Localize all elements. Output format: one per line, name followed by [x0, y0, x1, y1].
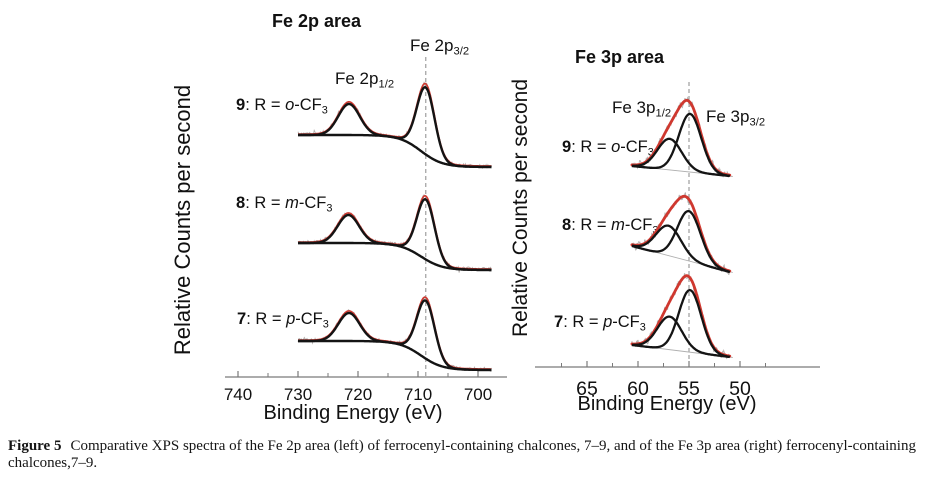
x-tick-label: 60	[627, 378, 649, 400]
x-tick-label: 65	[576, 378, 598, 400]
x-tick-label: 740	[224, 385, 252, 404]
figure-caption-text: Comparative XPS spectra of the Fe 2p are…	[8, 438, 916, 471]
spectrum-label: 9: R = o-CF3	[236, 96, 328, 117]
peak-label: Fe 3p1/2	[612, 98, 671, 120]
background-curve	[298, 339, 492, 372]
raw-data-trace	[297, 81, 492, 170]
y-axis-title: Relative Counts per second	[509, 79, 532, 337]
x-tick-label: 55	[678, 378, 700, 400]
spectrum-9: 9: R = o-CF3	[236, 81, 492, 170]
spectrum-label: 8: R = m-CF3	[562, 216, 658, 237]
component-peak-1	[631, 137, 731, 178]
x-tick-label: 710	[404, 385, 432, 404]
spectrum-9: 9: R = o-CF3	[562, 96, 733, 178]
component-peak-1	[631, 315, 731, 359]
background-curve	[298, 133, 492, 169]
component-peak-1	[631, 224, 731, 274]
background-curve	[298, 241, 492, 272]
x-tick-label: 720	[344, 385, 372, 404]
component-peak-2	[631, 112, 731, 178]
spectrum-label: 9: R = o-CF3	[562, 138, 654, 159]
peak-label: Fe 3p3/2	[706, 107, 765, 129]
x-tick-label: 700	[464, 385, 492, 404]
peak-label: Fe 2p3/2	[410, 36, 469, 58]
x-tick-label: 50	[729, 378, 751, 400]
fit-envelope-red	[298, 82, 492, 167]
xps-spectra-figure: 740 730 720 710 700 Fe 2p area Binding Energy …	[170, 11, 820, 424]
peak-label: Fe 2p1/2	[335, 69, 394, 91]
panel-title: Fe 2p area	[272, 11, 362, 31]
x-tick-label: 730	[284, 385, 312, 404]
x-axis: 65 60 55 50	[535, 361, 820, 400]
figure-caption-label: Figure 5	[8, 438, 62, 454]
spectrum-label: 7: R = p-CF3	[554, 313, 646, 334]
raw-data-trace	[297, 296, 492, 372]
fit-envelope-red	[630, 274, 732, 358]
spectrum-7: 7: R = p-CF3	[237, 296, 492, 372]
component-peak-2	[631, 209, 731, 273]
spectrum-label: 8: R = m-CF3	[236, 194, 332, 215]
x-axis: 740 730 720 710 700	[224, 371, 507, 404]
x-axis-title: Binding Energy (eV)	[578, 393, 757, 415]
figure-caption: Figure 5 Comparative XPS spectra of the F…	[8, 438, 940, 471]
x-axis-title: Binding Energy (eV)	[264, 402, 443, 424]
fe3p-panel: 65 60 55 50 Fe 3p area Binding Energy (eV) Rel…	[509, 47, 820, 415]
raw-data-trace	[631, 272, 731, 360]
fit-envelope-red	[298, 296, 492, 370]
fit-envelope-black	[297, 299, 492, 372]
component-peak-2	[631, 288, 731, 359]
panel-title: Fe 3p area	[575, 47, 665, 67]
fe2p-panel: 740 730 720 710 700 Fe 2p area Binding Energy …	[170, 11, 507, 424]
spectrum-7: 7: R = p-CF3	[554, 272, 733, 360]
spectrum-8: 8: R = m-CF3	[562, 192, 733, 276]
spectrum-8: 8: R = m-CF3	[236, 194, 492, 273]
y-axis-title: Relative Counts per second	[170, 85, 195, 355]
fit-envelope-black	[297, 86, 492, 169]
spectrum-label: 7: R = p-CF3	[237, 310, 329, 331]
